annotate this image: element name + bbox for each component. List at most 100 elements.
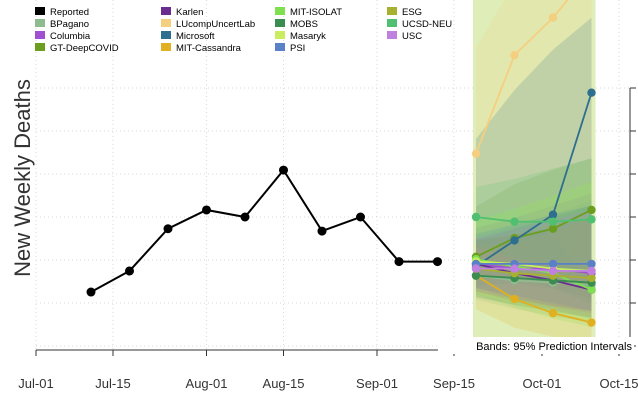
forecast-line xyxy=(476,267,592,272)
forecast-point xyxy=(587,318,596,327)
grid xyxy=(35,0,630,350)
legend-label: GT-DeepCOVID xyxy=(50,43,119,54)
forecast-point xyxy=(587,215,596,224)
annotation-text: Bands: 95% Prediction Intervals xyxy=(476,341,632,353)
legend-label: Masaryk xyxy=(290,31,326,42)
forecast-line xyxy=(475,274,592,286)
legend-item: UCSD-NEU xyxy=(387,19,452,30)
forecast-point xyxy=(548,13,558,22)
legend-item: BPagano xyxy=(35,19,89,30)
forecast-point xyxy=(510,294,519,304)
legend-swatch xyxy=(35,19,45,27)
legend-item: MOBS xyxy=(275,19,318,30)
forecast-line xyxy=(475,92,593,268)
forecast-point xyxy=(587,285,596,294)
x-tick-label: Sep-15 xyxy=(433,376,475,391)
prediction-band xyxy=(476,17,592,304)
legend-item: ESG xyxy=(387,7,422,18)
forecast-point xyxy=(548,210,558,219)
forecast-line xyxy=(475,274,592,324)
legend-swatch xyxy=(161,31,171,39)
prediction-band xyxy=(476,0,592,281)
legend-swatch xyxy=(161,19,171,27)
reported-line xyxy=(90,168,438,293)
legend-label: Microsoft xyxy=(176,31,215,42)
legend-label: Columbia xyxy=(50,31,91,42)
legend-swatch xyxy=(275,7,285,15)
forecast-point xyxy=(548,224,558,233)
legend-item: GT-DeepCOVID xyxy=(35,43,119,54)
x-tick-label: Jul-01 xyxy=(18,376,53,391)
prediction-band xyxy=(476,181,592,323)
legend-label: MIT-ISOLAT xyxy=(290,7,342,18)
reported-series xyxy=(86,165,442,297)
annotation-box: Bands: 95% Prediction Intervals xyxy=(438,337,634,354)
forecast-line xyxy=(475,209,592,258)
prediction-band xyxy=(476,205,592,311)
forecast-point xyxy=(548,259,558,269)
legend-item: MIT-ISOLAT xyxy=(275,7,342,18)
legend-label: Karlen xyxy=(176,7,203,18)
forecast-point xyxy=(510,50,519,60)
reported-point xyxy=(125,266,134,276)
prediction-band xyxy=(476,205,592,318)
legend-swatch xyxy=(275,43,285,51)
forecast-point xyxy=(548,266,558,276)
x-tick-label: Oct-15 xyxy=(599,376,638,391)
reported-point xyxy=(317,226,327,236)
legend-label: Reported xyxy=(50,7,89,18)
forecast-line xyxy=(475,267,592,279)
legend-item: LUcompUncertLab xyxy=(161,19,255,30)
forecast-series xyxy=(471,0,596,327)
reported-point xyxy=(86,287,96,297)
legend-item: Reported xyxy=(35,7,89,18)
legend-item: USC xyxy=(387,31,422,42)
legend-label: MIT-Cassandra xyxy=(176,43,242,54)
legend-swatch xyxy=(161,7,171,15)
reported-point xyxy=(279,165,288,175)
legend-label: PSI xyxy=(290,43,305,54)
reported-point xyxy=(202,205,211,215)
legend-label: MOBS xyxy=(290,19,318,30)
legend-swatch xyxy=(275,31,285,39)
forecast-point xyxy=(548,308,558,318)
reported-point xyxy=(163,224,173,234)
legend-item: Masaryk xyxy=(275,31,326,42)
reported-point xyxy=(433,257,442,267)
legend-item: Columbia xyxy=(35,31,91,42)
y-axis-label: New Weekly Deaths xyxy=(10,79,35,277)
prediction-band xyxy=(476,181,592,328)
legend-swatch xyxy=(35,7,45,15)
x-tick-label: Sep-01 xyxy=(356,376,398,391)
forecast-point xyxy=(587,273,596,283)
prediction-band xyxy=(476,209,592,314)
x-tick-label: Jul-15 xyxy=(95,376,130,391)
forecast-line xyxy=(475,216,592,223)
legend-swatch xyxy=(387,19,397,27)
axes: Jul-01 Jul-15 Aug-01 Aug-15 Sep-01 Sep-15 Oct-… xyxy=(18,87,638,391)
forecast-point xyxy=(471,212,481,222)
forecast-point xyxy=(587,88,596,97)
legend-label: LUcompUncertLab xyxy=(176,19,255,30)
legend-swatch xyxy=(161,43,171,51)
legend-item: PSI xyxy=(275,43,305,54)
forecast-point xyxy=(548,217,558,226)
x-tick-label: Aug-15 xyxy=(263,376,305,391)
forecast-point xyxy=(510,217,519,226)
legend-item: MIT-Cassandra xyxy=(161,43,242,54)
forecast-point xyxy=(510,236,519,245)
legend-item: Karlen xyxy=(161,7,203,18)
legend-label: ESG xyxy=(402,7,422,18)
legend-label: BPagano xyxy=(50,19,89,30)
legend-swatch xyxy=(387,31,397,39)
x-tick-label: Aug-01 xyxy=(186,376,228,391)
reported-point xyxy=(394,257,404,267)
legend-label: UCSD-NEU xyxy=(402,19,452,30)
forecast-line xyxy=(475,274,592,284)
forecast-point xyxy=(510,264,519,273)
forecast-point xyxy=(587,266,596,276)
x-tick-label: Oct-01 xyxy=(522,376,561,391)
legend-swatch xyxy=(387,7,397,15)
forecast-line xyxy=(475,260,592,272)
